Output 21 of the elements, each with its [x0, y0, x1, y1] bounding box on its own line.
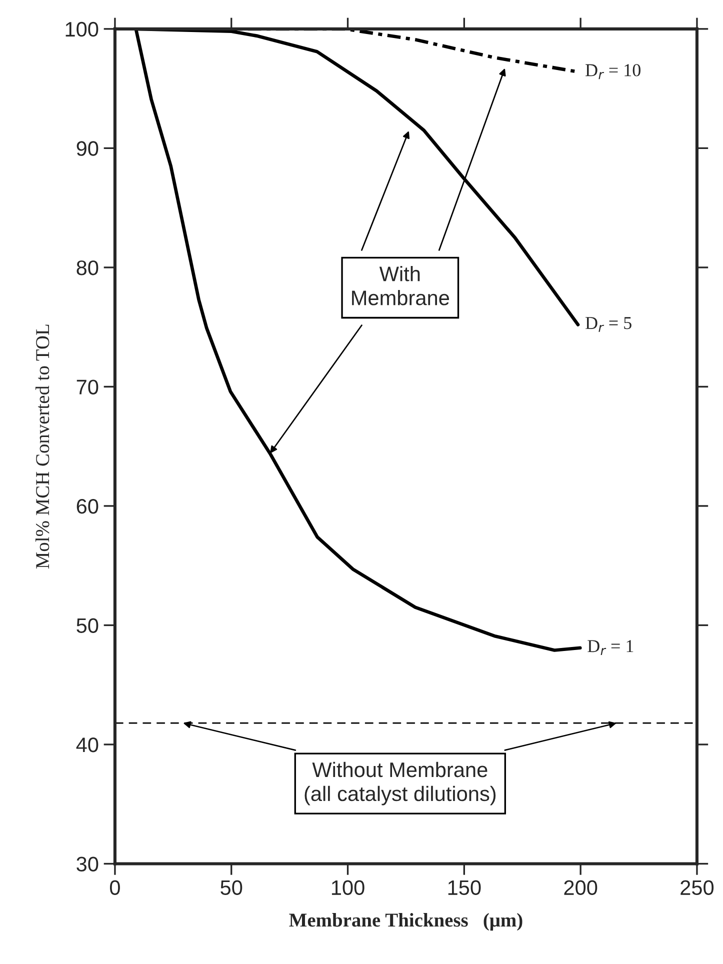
- x-tick-label: 0: [110, 880, 120, 896]
- y-tick-label: 100: [66, 22, 98, 37]
- y-axis-title: Mol% MCH Converted to TOL: [35, 324, 50, 569]
- y-tick-label: 30: [76, 856, 98, 872]
- y-tick-label: 60: [76, 498, 98, 514]
- y-tick-label: 80: [76, 260, 98, 276]
- series-label: D$_{r}$ = 10: [586, 64, 640, 80]
- ref-line-label: Without Membrane (all catalyst dilutions): [304, 762, 496, 806]
- x-tick-label: 150: [448, 880, 481, 896]
- annotation: With Membrane: [352, 266, 450, 306]
- y-tick-label: 90: [76, 141, 98, 156]
- x-tick-label: 50: [220, 880, 242, 896]
- x-tick-label: 100: [332, 880, 364, 896]
- y-tick-label: 70: [76, 380, 98, 394]
- series-label: D$_{r}$ = 1: [588, 640, 634, 656]
- x-axis-title: Membrane Thickness (μm): [289, 913, 522, 931]
- x-tick-label: 200: [564, 880, 598, 896]
- y-tick-label: 40: [76, 737, 98, 752]
- x-tick-label: 250: [680, 880, 714, 896]
- y-tick-label: 50: [76, 618, 98, 633]
- series-label: D$_{r}$ = 5: [586, 317, 632, 332]
